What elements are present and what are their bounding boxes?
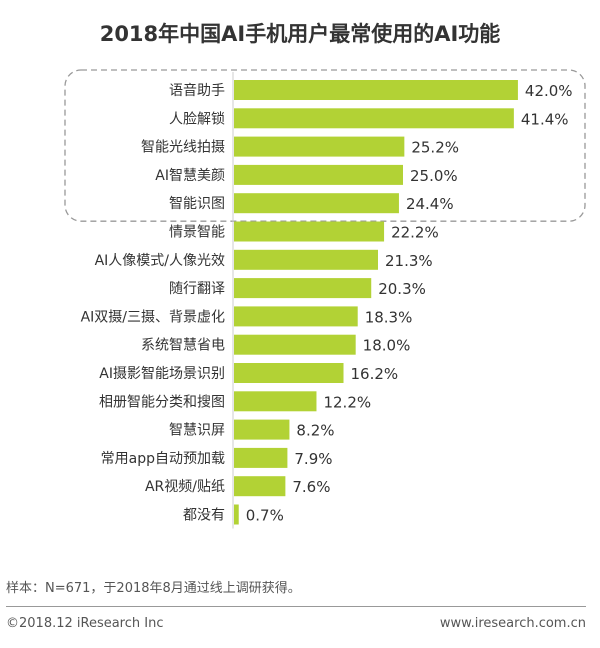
data-label: 41.4% — [521, 110, 569, 128]
data-label: 18.0% — [363, 337, 411, 355]
bar — [234, 306, 358, 327]
data-label: 18.3% — [365, 308, 413, 326]
bar — [234, 391, 317, 412]
sample-note: 样本：N=671，于2018年8月通过线上调研获得。 — [6, 581, 301, 596]
category-label: 人脸解锁 — [169, 111, 225, 127]
data-label: 16.2% — [351, 365, 399, 383]
category-label: 都没有 — [183, 508, 225, 524]
data-label: 7.6% — [292, 478, 330, 496]
bar — [234, 164, 403, 185]
data-label: 24.4% — [406, 195, 454, 213]
data-label: 7.9% — [294, 450, 332, 468]
category-label: 随行翻译 — [169, 281, 225, 297]
website: www.iresearch.com.cn — [439, 616, 586, 631]
category-label: 智能识图 — [169, 196, 225, 212]
bar — [234, 221, 385, 242]
data-label: 12.2% — [323, 393, 371, 411]
category-label: 智能光线拍摄 — [141, 140, 225, 156]
data-label: 20.3% — [378, 280, 426, 298]
bar — [234, 447, 288, 468]
data-label: 0.7% — [246, 507, 284, 525]
category-label: AI人像模式/人像光效 — [95, 253, 225, 269]
bar — [234, 334, 356, 355]
category-label: AI智慧美颜 — [155, 168, 225, 184]
category-label: 语音助手 — [169, 82, 225, 99]
bar — [234, 504, 239, 525]
chart-title: 2018年中国AI手机用户最常使用的AI功能 — [99, 22, 501, 46]
data-label: 21.3% — [385, 252, 433, 270]
bar — [234, 363, 344, 383]
bar — [234, 419, 290, 440]
data-label: 42.0% — [525, 82, 573, 100]
data-label: 25.0% — [410, 167, 458, 185]
bar — [234, 278, 372, 299]
bar — [234, 136, 405, 157]
copyright: ©2018.12 iResearch Inc — [6, 616, 164, 631]
bar — [234, 80, 518, 100]
category-label: 常用app自动预加载 — [101, 451, 225, 467]
category-label: AI摄影智能场景识别 — [99, 366, 225, 382]
category-label: AR视频/贴纸 — [145, 479, 225, 495]
category-label: 相册智能分类和搜图 — [99, 394, 225, 410]
data-label: 8.2% — [296, 422, 334, 440]
category-label: 系统智慧省电 — [141, 338, 225, 354]
data-label: 22.2% — [391, 224, 439, 242]
bar — [234, 193, 399, 214]
data-label: 25.2% — [411, 139, 459, 157]
highlight-box — [64, 69, 586, 222]
bar-chart: 语音助手 42.0% 人脸解锁 41.4% 智能光线拍摄 25.2% AI智慧美颜 25.0%… — [64, 69, 586, 529]
category-label: 情景智能 — [169, 225, 225, 241]
bar — [234, 476, 286, 497]
bar — [234, 249, 378, 270]
bar — [234, 108, 514, 129]
category-label: 智慧识屏 — [169, 423, 225, 439]
category-label: AI双摄/三摄、背景虚化 — [81, 309, 225, 325]
footer-divider — [6, 606, 586, 607]
